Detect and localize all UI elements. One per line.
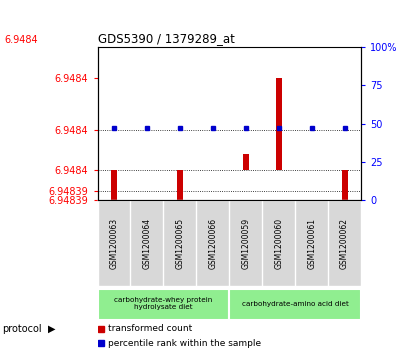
Text: percentile rank within the sample: percentile rank within the sample (108, 339, 261, 348)
Text: GSM1200062: GSM1200062 (340, 218, 349, 269)
Text: GSM1200063: GSM1200063 (110, 218, 119, 269)
Bar (111, 170, 117, 200)
Text: protocol: protocol (2, 323, 42, 334)
Text: transformed count: transformed count (108, 324, 192, 333)
Text: carbohydrate-amino acid diet: carbohydrate-amino acid diet (242, 301, 349, 306)
Text: ▶: ▶ (48, 323, 55, 334)
Bar (243, 154, 249, 170)
Text: GSM1200066: GSM1200066 (208, 218, 217, 269)
Text: GSM1200059: GSM1200059 (241, 218, 250, 269)
Bar (229, 289, 361, 321)
Text: GDS5390 / 1379289_at: GDS5390 / 1379289_at (98, 32, 234, 45)
Bar (177, 170, 183, 200)
Text: GSM1200065: GSM1200065 (176, 218, 184, 269)
Text: carbohydrate-whey protein
hydrolysate diet: carbohydrate-whey protein hydrolysate di… (114, 297, 212, 310)
Bar (276, 78, 282, 170)
Bar (342, 170, 347, 200)
Text: GSM1200061: GSM1200061 (307, 218, 316, 269)
Text: GSM1200064: GSM1200064 (142, 218, 151, 269)
Text: GSM1200060: GSM1200060 (274, 218, 283, 269)
Bar (98, 289, 229, 321)
Text: 6.9484: 6.9484 (4, 35, 38, 45)
